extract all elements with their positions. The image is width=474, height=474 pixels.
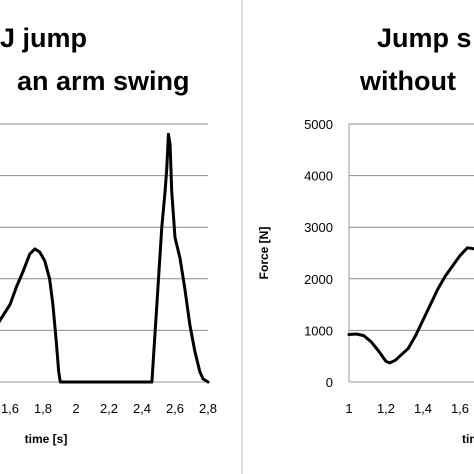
- right-x-tick-label: 1,6: [451, 401, 469, 416]
- left-x-tick-label: 2,6: [166, 401, 184, 416]
- left-series-line: [0, 132, 210, 384]
- left-chart-title-line-2: an arm swing: [17, 66, 190, 96]
- right-y-tick-label: 0: [326, 375, 333, 390]
- right-y-axis-label: Force [N]: [257, 227, 271, 280]
- left-chart-title-line-1: J jump: [0, 23, 87, 53]
- right-y-tick-labels: 5000 4000 3000 2000 1000 0: [304, 117, 333, 390]
- right-chart-title-line-1: Jump s: [377, 23, 472, 53]
- left-x-tick-label: 2,2: [100, 401, 118, 416]
- left-x-tick-label: 2,4: [133, 401, 151, 416]
- left-x-tick-label: 1,6: [1, 401, 19, 416]
- right-x-tick-label: 1,2: [377, 401, 395, 416]
- right-x-tick-labels: 11,21,41,61,8: [345, 401, 469, 416]
- left-x-tick-label: 2: [72, 401, 79, 416]
- right-series-line: [347, 246, 474, 365]
- right-chart: Jump s without 5000 4000 3000 2000 1000 0 1 1,…: [257, 23, 474, 446]
- left-x-axis-label: time [s]: [25, 432, 68, 446]
- right-y-tick-label: 1000: [304, 323, 333, 338]
- right-y-tick-label: 2000: [304, 272, 333, 287]
- right-y-tick-label: 4000: [304, 169, 333, 184]
- right-gridlines: [349, 123, 474, 331]
- right-y-tick-label: 5000: [304, 117, 333, 132]
- right-x-tick-label: 1,4: [414, 401, 432, 416]
- left-chart: J jump an arm swing 1,6 1,8 2 2,2 2,4 2,6 2,8 …: [0, 23, 217, 446]
- right-x-axis-label: time: [462, 432, 474, 446]
- right-y-tick-label: 3000: [304, 220, 333, 235]
- right-x-tick-label: 1: [345, 401, 352, 416]
- left-x-tick-label: 2,8: [199, 401, 217, 416]
- left-x-tick-label: 1,8: [34, 401, 52, 416]
- right-chart-title-line-2: without: [359, 66, 456, 96]
- left-x-tick-labels: 1,6 1,8 2 2,2 2,4 2,6 2,8: [1, 401, 217, 416]
